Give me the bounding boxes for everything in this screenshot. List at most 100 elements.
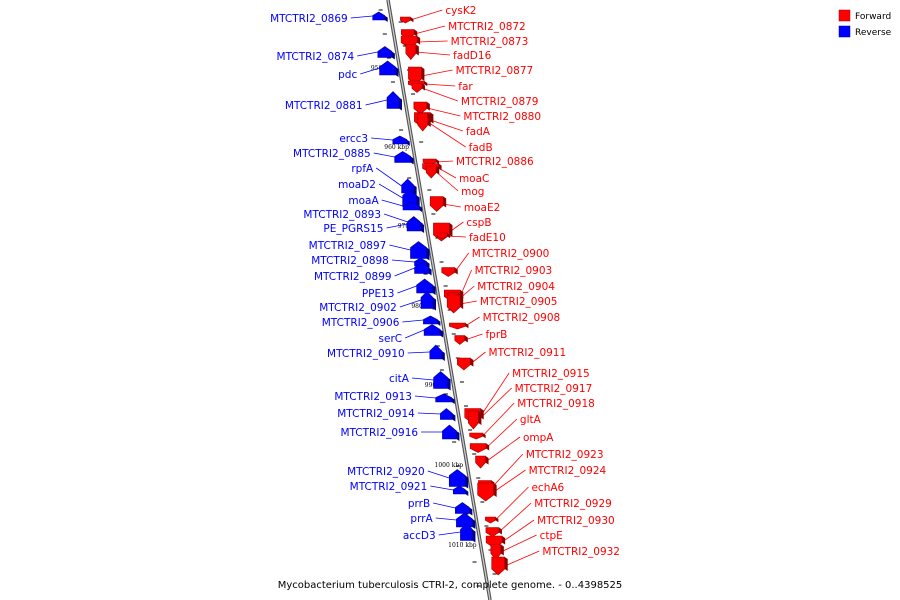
forward-feature <box>405 44 419 60</box>
forward-gene-labels: cysK2 MTCTRI2_0872 MTCTRI2_0873 fadD16 MTCTR… <box>445 5 620 558</box>
reverse-gene-label: serC <box>379 333 403 345</box>
forward-gene-label: MTCTRI2_0924 <box>529 465 607 477</box>
forward-gene-label: ompA <box>523 432 554 444</box>
leader-line <box>411 377 434 381</box>
leader-line <box>454 252 470 273</box>
reverse-feature <box>377 46 395 60</box>
forward-feature <box>469 432 486 440</box>
forward-gene-label: MTCTRI2_0908 <box>483 312 561 324</box>
leader-line <box>465 316 480 327</box>
forward-gene-label: fadB <box>469 142 493 154</box>
forward-gene-label: MTCTRI2_0877 <box>456 65 534 77</box>
reverse-gene-label: moaD2 <box>338 179 376 191</box>
scale-tick-label: 1010 kbp <box>448 542 477 549</box>
forward-gene-label: MTCTRI2_0917 <box>515 383 593 395</box>
reverse-gene-label: MTCTRI2_0881 <box>285 100 363 112</box>
forward-gene-label: far <box>458 81 473 93</box>
reverse-gene-label: MTCTRI2_0893 <box>303 209 381 221</box>
reverse-gene-label: MTCTRI2_0920 <box>347 466 425 478</box>
leader-line <box>430 119 464 132</box>
reverse-feature <box>372 11 388 22</box>
forward-feature <box>446 294 464 314</box>
leader-line <box>427 121 466 148</box>
reverse-feature <box>442 424 460 441</box>
forward-feature <box>413 101 430 115</box>
leader-line <box>421 69 453 77</box>
reverse-feature <box>448 469 469 489</box>
leader-line <box>430 485 454 491</box>
forward-gene-label: MTCTRI2_0932 <box>542 546 620 558</box>
reverse-gene-label: MTCTRI2_0897 <box>309 240 387 252</box>
reverse-feature <box>455 502 473 516</box>
leader-line <box>482 402 515 437</box>
forward-feature <box>491 556 508 576</box>
forward-gene-label: cspB <box>466 217 491 229</box>
leader-line <box>389 244 411 251</box>
reverse-feature <box>429 344 445 361</box>
leader-line <box>357 51 378 57</box>
leader-line <box>381 199 404 207</box>
forward-feature <box>485 516 499 524</box>
forward-gene-label: MTCTRI2_0904 <box>477 281 555 293</box>
forward-gene-label: fadE10 <box>469 232 506 244</box>
leader-line <box>383 213 408 223</box>
leader-line <box>415 51 451 56</box>
reverse-gene-label: MTCTRI2_0906 <box>322 317 400 329</box>
reverse-gene-label: prrA <box>410 513 433 525</box>
genome-backbone <box>386 0 492 600</box>
reverse-gene-label: MTCTRI2_0921 <box>350 481 428 493</box>
forward-feature <box>436 232 451 240</box>
leader-line <box>491 453 524 489</box>
leader-line <box>399 299 422 308</box>
reverse-gene-label: MTCTRI2_0885 <box>293 148 371 160</box>
forward-gene-label: fprB <box>485 329 507 341</box>
forward-gene-label: MTCTRI2_0918 <box>517 398 595 410</box>
legend-forward-label: Forward <box>855 12 891 22</box>
reverse-gene-label: PPE13 <box>362 288 395 300</box>
reverse-gene-label: citA <box>389 373 410 385</box>
reverse-feature <box>416 278 436 295</box>
reverse-feature <box>386 91 402 111</box>
forward-gene-label: MTCTRI2_0915 <box>512 368 590 380</box>
leader-line <box>417 40 448 43</box>
reverse-gene-label: prrB <box>408 498 430 510</box>
leader-line <box>495 486 529 521</box>
leader-line <box>501 519 535 543</box>
leader-line <box>360 67 380 75</box>
reverse-gene-label: MTCTRI2_0874 <box>277 51 355 63</box>
forward-gene-label: MTCTRI2_0930 <box>537 515 615 527</box>
forward-feature <box>400 16 414 24</box>
forward-gene-label: MTCTRI2_0903 <box>475 265 553 277</box>
leader-line <box>500 534 537 553</box>
leader-line <box>378 183 403 199</box>
leader-line <box>426 107 461 117</box>
leader-line <box>504 550 540 567</box>
forward-feature <box>441 267 458 277</box>
leader-line <box>478 387 512 421</box>
forward-feature <box>449 322 469 330</box>
legend: Forward Reverse <box>838 9 892 38</box>
reverse-feature <box>452 485 469 496</box>
forward-feature <box>417 112 431 132</box>
reverse-gene-label: ercc3 <box>339 133 368 145</box>
leader-line <box>410 9 443 21</box>
leader-line <box>414 395 436 399</box>
reverse-gene-label: PE_PGRS15 <box>323 223 383 235</box>
leader-line <box>447 235 466 238</box>
leader-line <box>373 152 395 158</box>
reverse-gene-leader-lines <box>350 15 461 536</box>
reverse-gene-label: MTCTRI2_0913 <box>334 391 412 403</box>
leader-line <box>485 418 518 449</box>
forward-feature <box>425 165 440 179</box>
reverse-feature <box>406 216 425 233</box>
reverse-feature <box>440 408 456 422</box>
reverse-gene-label: accD3 <box>403 530 436 542</box>
reverse-gene-features <box>372 11 476 543</box>
reverse-feature <box>435 393 455 404</box>
reverse-feature <box>402 201 423 212</box>
forward-gene-label: echA6 <box>531 482 564 494</box>
leader-line <box>414 25 446 35</box>
leader-line <box>365 99 388 106</box>
leader-line <box>350 15 373 19</box>
